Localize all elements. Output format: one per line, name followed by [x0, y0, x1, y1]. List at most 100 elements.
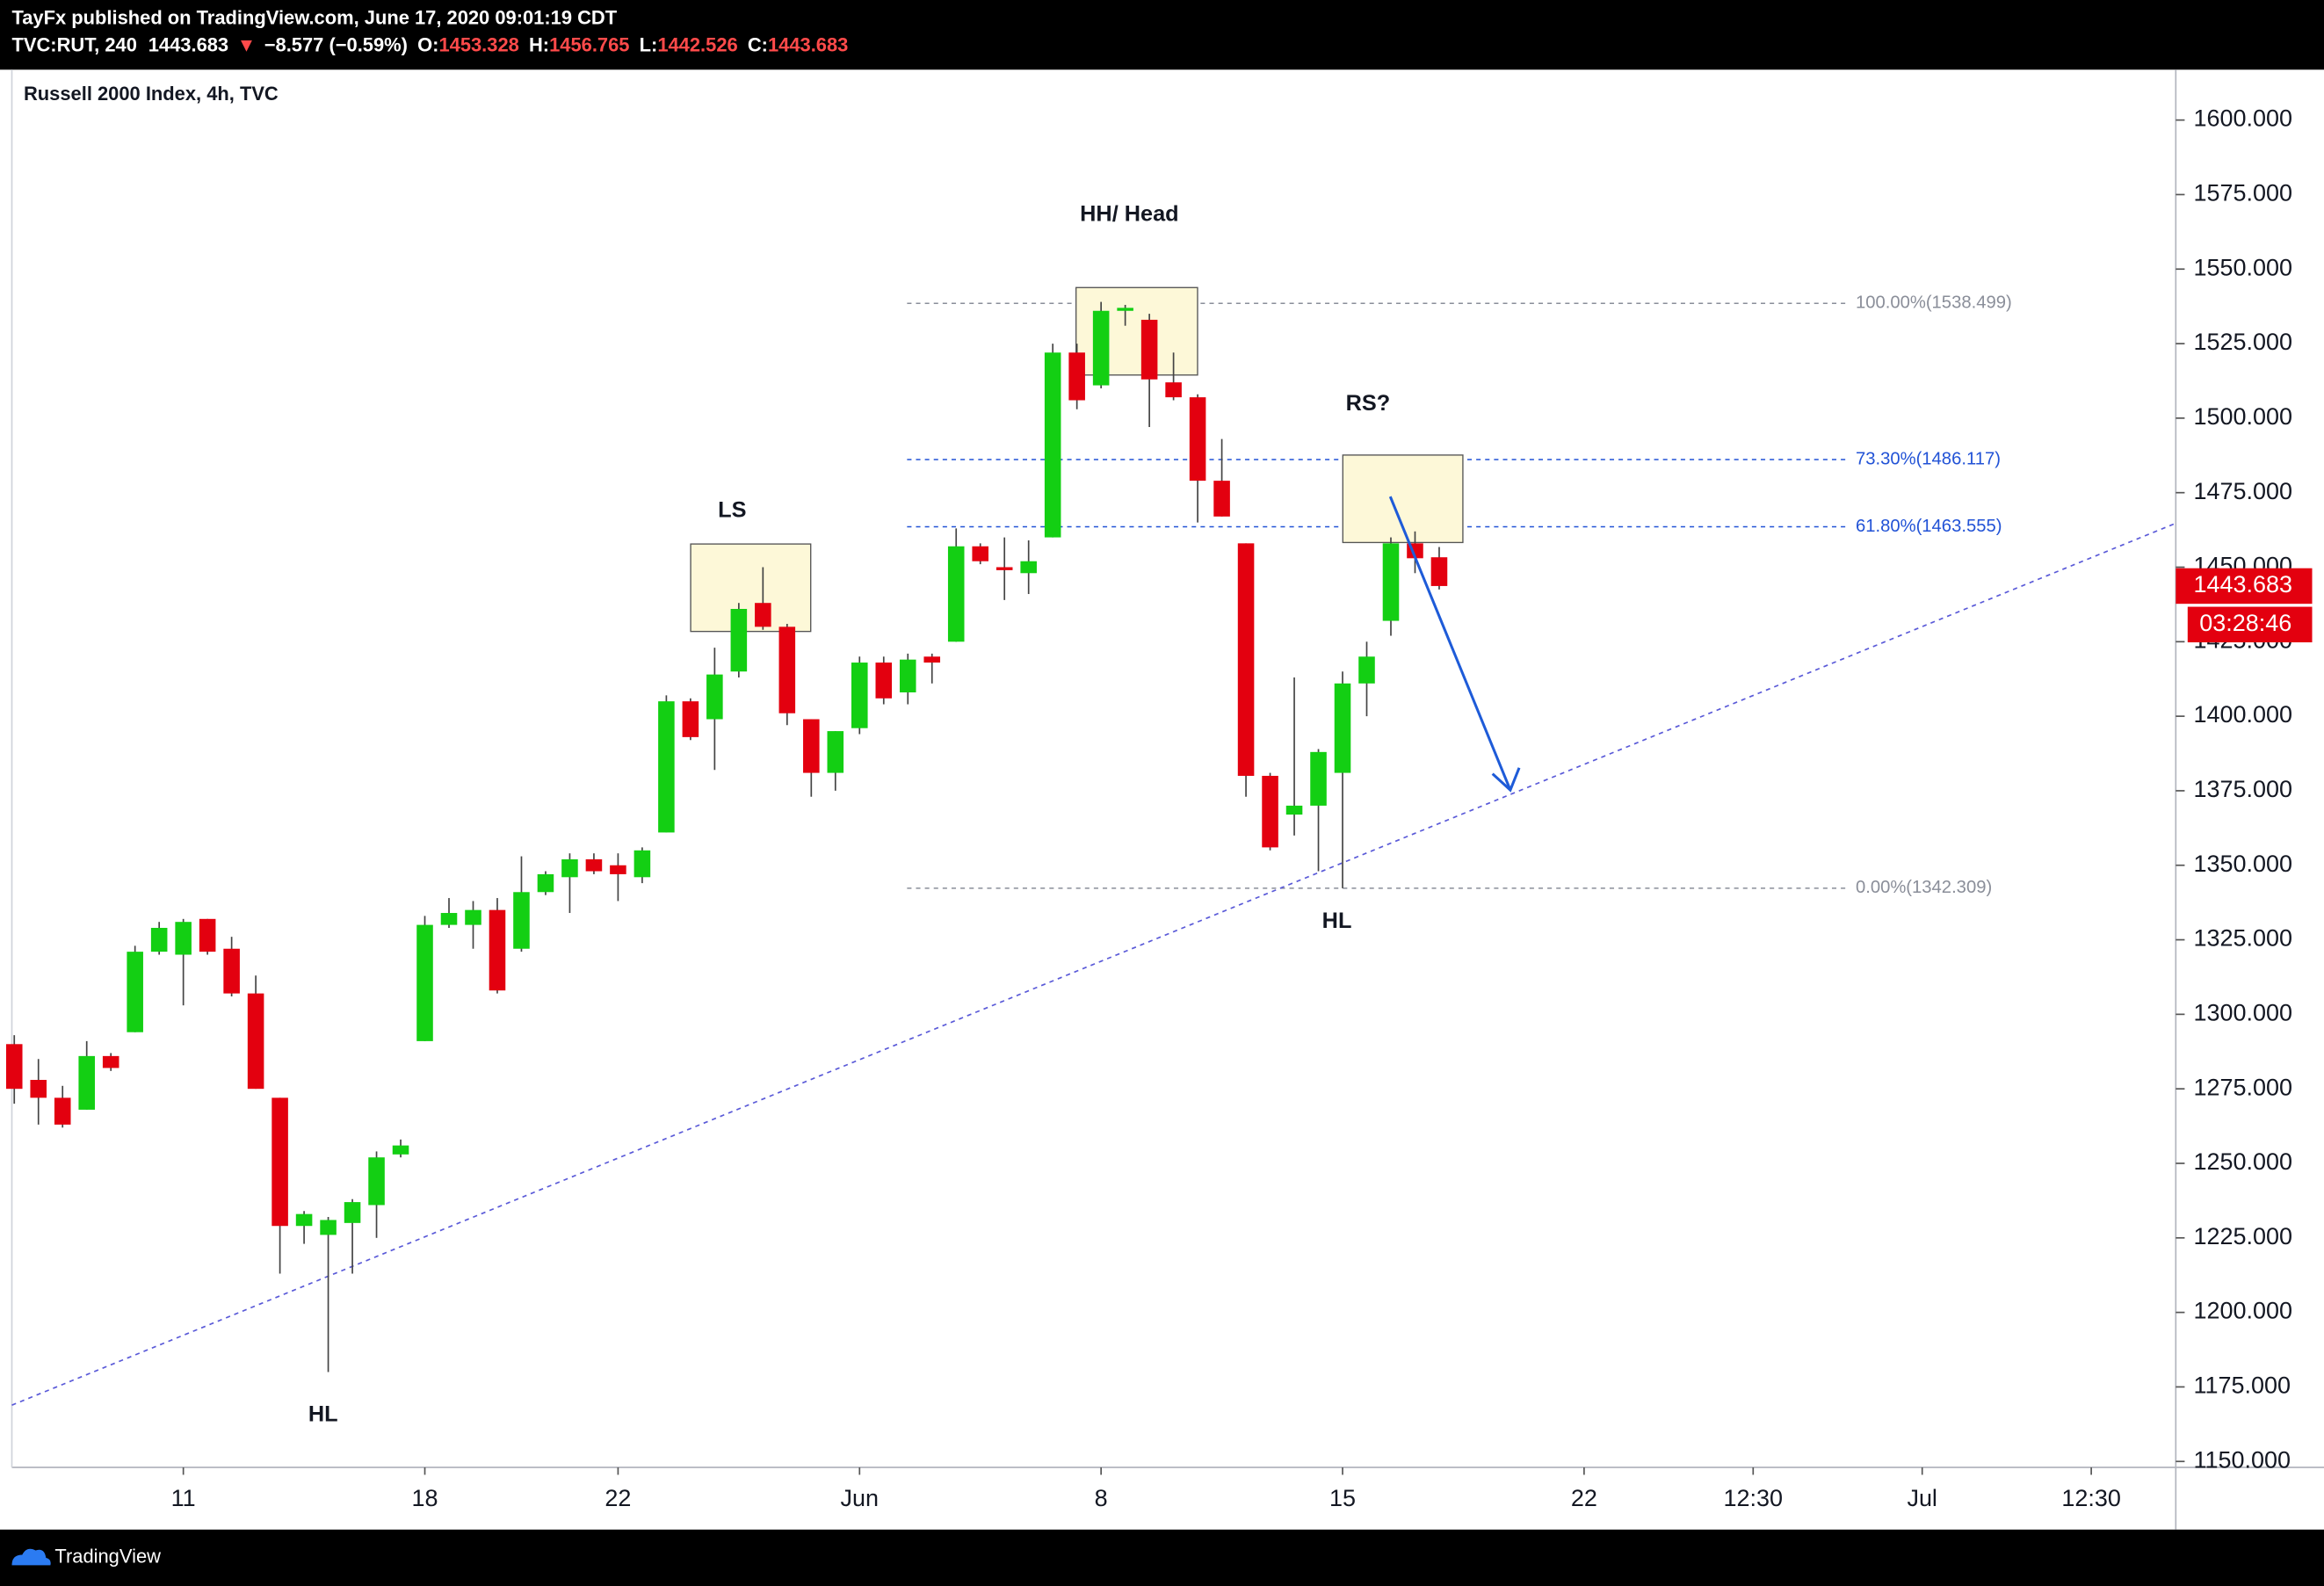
candle-body — [78, 1055, 95, 1110]
candle-body — [633, 850, 651, 878]
y-tick-label: 1600.000 — [2194, 105, 2292, 132]
candle-body — [706, 674, 723, 720]
fib-layer: 100.00%(1538.499) 73.30%(1486.117) 61.80%(… — [907, 293, 2012, 897]
candle-body — [1189, 397, 1206, 482]
y-tick-label: 1150.000 — [2194, 1446, 2291, 1473]
candle-body — [561, 858, 578, 878]
candles-layer — [5, 301, 1448, 1372]
candle-body — [247, 993, 264, 1090]
y-tick-label: 1325.000 — [2194, 925, 2292, 952]
y-tick-label: 1575.000 — [2194, 180, 2292, 206]
y-tick-label: 1525.000 — [2194, 329, 2292, 355]
candle-body — [972, 546, 988, 561]
brand-name: TradingView — [54, 1546, 161, 1568]
y-tick-label: 1350.000 — [2194, 851, 2292, 877]
candle-body — [1165, 382, 1182, 398]
countdown: 03:28:46 — [2199, 610, 2291, 636]
candle-body — [1262, 775, 1278, 848]
symbol: TVC:RUT, 240 — [11, 33, 136, 55]
candle-body — [1068, 352, 1085, 401]
low-value: 1442.526 — [657, 33, 737, 55]
x-tick-label: 8 — [1095, 1485, 1108, 1511]
candle-body — [658, 701, 675, 833]
candle-body — [102, 1055, 119, 1068]
arrow-head — [1491, 767, 1521, 793]
price-label-box — [2176, 568, 2313, 605]
candle-body — [513, 892, 530, 949]
x-tick-label: Jul — [1907, 1485, 1937, 1511]
candle-body — [1213, 481, 1230, 517]
candle-body — [320, 1220, 337, 1235]
candle-body — [923, 656, 941, 663]
candle-body — [875, 663, 893, 699]
change-arrow: ▼ — [237, 33, 257, 55]
y-tick-label: 1250.000 — [2194, 1148, 2292, 1175]
fib-label: 100.00%(1538.499) — [1856, 293, 2012, 313]
candle-body — [54, 1097, 71, 1125]
last-price: 1443.683 — [148, 33, 228, 55]
candle-body — [682, 701, 699, 737]
x-tick-label: 18 — [412, 1485, 438, 1511]
x-tick-label: 12:30 — [1724, 1485, 1784, 1511]
candle-body — [730, 608, 748, 672]
y-tick-label: 1275.000 — [2194, 1074, 2292, 1100]
candle-body — [1117, 308, 1133, 311]
candle-body — [1020, 561, 1037, 574]
candle-body — [778, 626, 796, 713]
candle-body — [392, 1145, 409, 1155]
candle-body — [755, 603, 771, 627]
candle-body — [489, 909, 506, 991]
y-tick-label: 1300.000 — [2194, 999, 2292, 1025]
price-label: 1443.683 — [2194, 571, 2292, 597]
candle-body — [199, 918, 216, 952]
candle-body — [295, 1213, 313, 1227]
y-tick-label: 1475.000 — [2194, 478, 2292, 504]
footer-bar — [0, 1529, 2324, 1586]
published-line: TayFx published on TradingView.com, June… — [11, 7, 617, 29]
change: −8.577 (−0.59%) — [264, 33, 408, 55]
candle-body — [610, 865, 626, 874]
candle-body — [1285, 805, 1303, 815]
candle-body — [1358, 656, 1375, 684]
x-tick-label: Jun — [841, 1485, 879, 1511]
candle-body — [995, 567, 1013, 570]
candle-body — [150, 927, 168, 952]
y-tick-label: 1375.000 — [2194, 776, 2292, 802]
annotation: HH/ Head — [1080, 201, 1178, 226]
x-tick-label: 15 — [1329, 1485, 1356, 1511]
candle-body — [127, 952, 143, 1032]
candle-body — [440, 913, 458, 925]
x-tick-label: 22 — [605, 1485, 631, 1511]
candle-body — [175, 922, 192, 955]
high-value: 1456.765 — [549, 33, 629, 55]
close-label: C: — [748, 33, 768, 55]
candle-body — [1334, 683, 1351, 773]
y-tick-label: 1400.000 — [2194, 701, 2292, 728]
brand-logo — [11, 1548, 51, 1566]
y-tick-label: 1200.000 — [2194, 1298, 2292, 1324]
rs-box — [1342, 454, 1464, 544]
open-value: 1453.328 — [438, 33, 518, 55]
candle-body — [1044, 352, 1061, 538]
candle-body — [827, 731, 844, 773]
x-tick-label: 11 — [171, 1485, 196, 1511]
candle-body — [30, 1080, 47, 1098]
countdown-box — [2187, 606, 2313, 643]
header-bar — [0, 0, 2324, 70]
trend-line — [11, 522, 2176, 1406]
low-label: L: — [640, 33, 658, 55]
chart-title: Russell 2000 Index, 4h, TVC — [24, 83, 279, 105]
candle-body — [271, 1097, 288, 1227]
candle-body — [416, 924, 433, 1041]
candle-body — [585, 858, 603, 872]
open-label: O: — [417, 33, 438, 55]
y-tick-label: 1550.000 — [2194, 254, 2292, 280]
candle-body — [344, 1202, 361, 1223]
candle-body — [465, 909, 481, 925]
candle-body — [368, 1157, 385, 1206]
candle-body — [1237, 543, 1255, 776]
annotation: HL — [308, 1402, 338, 1427]
candle-body — [1382, 543, 1400, 621]
